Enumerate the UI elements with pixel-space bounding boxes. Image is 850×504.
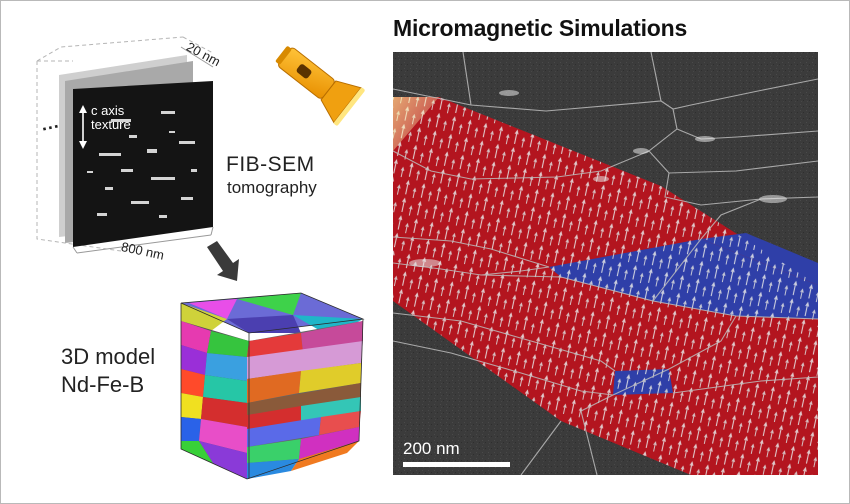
grain-model-cube [180, 292, 365, 480]
simulation-panel [393, 52, 818, 475]
texture-label: texture [91, 117, 131, 132]
model-label: 3D model Nd-Fe-B [61, 343, 155, 399]
model-label-line2: Nd-Fe-B [61, 372, 145, 397]
scale-bar [403, 462, 510, 467]
flashlight-icon [275, 46, 365, 126]
c-axis-label: c axis [91, 103, 125, 118]
model-label-line1: 3D model [61, 344, 156, 369]
c-axis-texture-label: c axis texture [91, 104, 131, 132]
figure-title: Micromagnetic Simulations [393, 15, 688, 41]
scale-bar-label: 200 nm [403, 439, 460, 458]
tomography-label: tomography [227, 178, 317, 197]
fib-sem-label: FIB-SEM [226, 153, 315, 176]
arrow-down-right-icon [207, 241, 239, 281]
fib-sem-stack [36, 36, 214, 254]
